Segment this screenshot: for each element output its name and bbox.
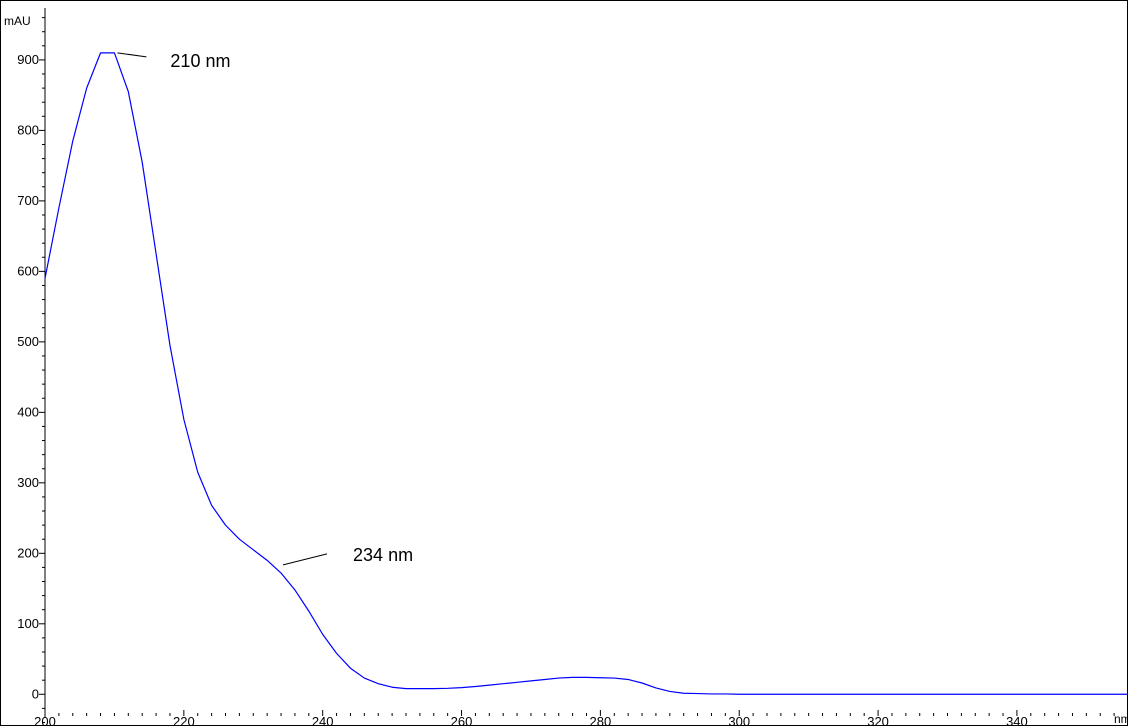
peak-leader-line — [117, 52, 147, 58]
peak-label: 234 nm — [353, 545, 413, 565]
y-tick-label: 600 — [17, 263, 39, 278]
y-tick-label: 100 — [17, 616, 39, 631]
series-layer — [44, 52, 1128, 695]
y-tick-label: 800 — [17, 122, 39, 137]
x-tick-label: 200 — [34, 714, 56, 726]
x-tick-label: 280 — [590, 714, 612, 726]
y-tick-label: 0 — [32, 686, 39, 701]
x-tick-label: 320 — [867, 714, 889, 726]
peak-leader-line — [282, 553, 328, 566]
peak-label: 210 nm — [170, 51, 230, 71]
y-tick-label: 200 — [17, 545, 39, 560]
y-tick-label: 400 — [17, 404, 39, 419]
x-tick-label: 220 — [173, 714, 195, 726]
x-tick-label: 340 — [1006, 714, 1028, 726]
x-tick-label: 260 — [451, 714, 473, 726]
ticks-layer: 0 100 200 300 400 500 600 700 800 900 200 220 240 260… — [17, 17, 1128, 726]
x-tick-label: 240 — [312, 714, 334, 726]
y-tick-label: 300 — [17, 475, 39, 490]
y-axis-unit-label: mAU — [4, 14, 31, 28]
spectrum-line — [44, 52, 1128, 695]
x-tick-label: 300 — [728, 714, 750, 726]
annotation-layer: 210 nm 234 nm — [117, 51, 413, 566]
y-tick-label: 700 — [17, 193, 39, 208]
y-tick-label: 900 — [17, 52, 39, 67]
x-axis-unit-label: nm — [1114, 712, 1128, 726]
y-tick-label: 500 — [17, 334, 39, 349]
